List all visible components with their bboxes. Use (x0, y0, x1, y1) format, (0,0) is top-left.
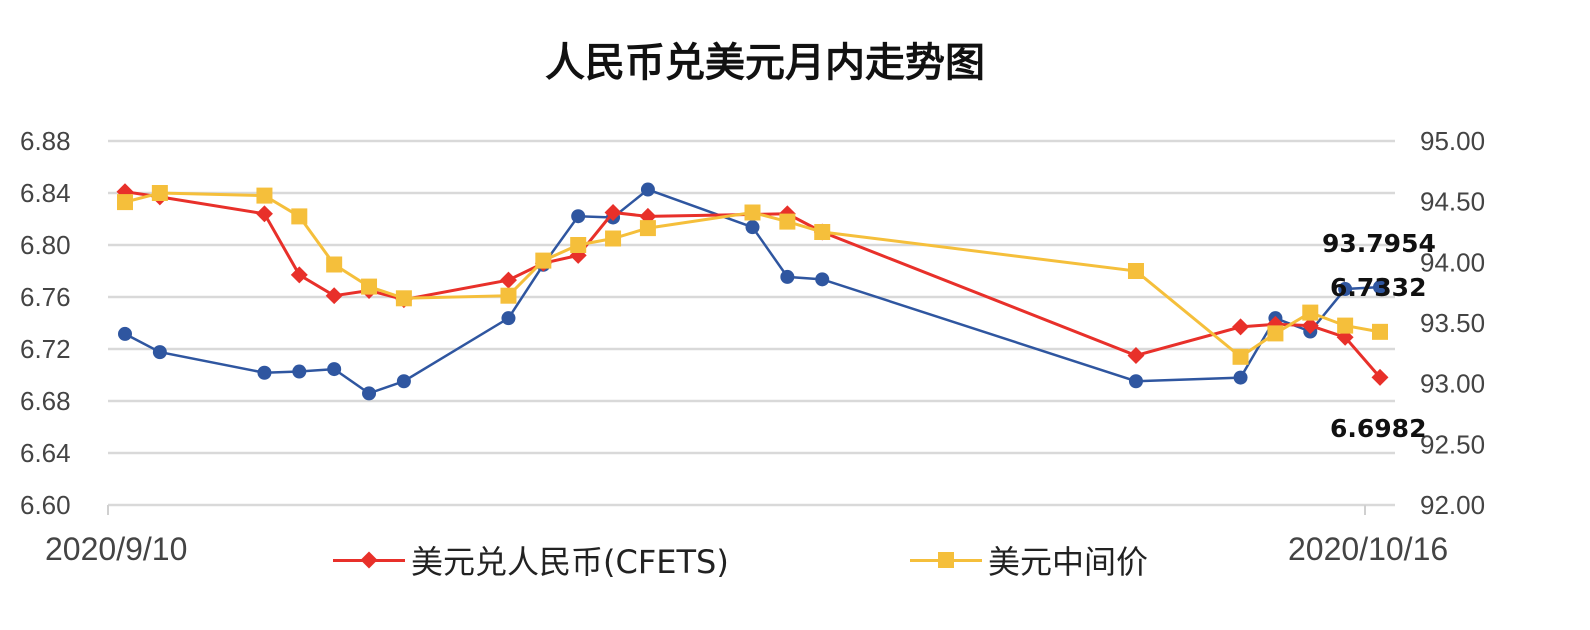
left-tick-label: 6.68 (20, 386, 71, 416)
right-y-axis: 95.00 94.50 94.00 93.50 93.00 92.50 92.00 (1420, 126, 1485, 520)
data-point[interactable] (1373, 280, 1387, 295)
data-point[interactable] (361, 278, 378, 295)
data-labels: 93.7954 6.7332 6.6982 (1322, 229, 1436, 443)
data-point[interactable] (292, 364, 307, 379)
right-tick-label: 94.50 (1420, 187, 1485, 217)
x-tick-label: 2020/10/16 (1288, 531, 1448, 567)
data-point[interactable] (1127, 263, 1144, 279)
data-point[interactable] (814, 224, 831, 240)
data-point[interactable] (571, 209, 586, 224)
data-point[interactable] (290, 266, 308, 284)
data-point[interactable] (325, 287, 343, 305)
series-group (116, 182, 1389, 401)
data-point[interactable] (1337, 317, 1354, 334)
data-point[interactable] (535, 252, 552, 269)
data-point[interactable] (151, 185, 168, 201)
data-point[interactable] (1232, 348, 1249, 365)
left-y-axis: 6.88 6.84 6.80 6.76 6.72 6.68 6.64 6.60 (20, 126, 71, 520)
data-point[interactable] (744, 204, 761, 221)
data-point[interactable] (117, 194, 133, 211)
data-point[interactable] (396, 374, 411, 389)
legend-label: 美元兑人民币(CFETS) (411, 543, 729, 581)
label-blue-last: 93.7954 (1322, 229, 1436, 258)
left-tick-label: 6.88 (20, 126, 71, 156)
data-point[interactable] (257, 365, 272, 380)
right-tick-label: 93.50 (1420, 308, 1485, 338)
data-point[interactable] (1338, 282, 1353, 297)
right-tick-label: 94.00 (1420, 247, 1485, 277)
right-tick-label: 92.00 (1420, 490, 1485, 520)
legend-item-cfets[interactable]: 美元兑人民币(CFETS) (333, 535, 729, 585)
left-tick-label: 6.80 (20, 230, 71, 260)
legend-item-midprice[interactable]: 美元中间价 (910, 535, 1148, 585)
left-tick-label: 6.64 (20, 438, 71, 468)
data-point[interactable] (1128, 374, 1143, 389)
data-point[interactable] (1302, 304, 1319, 321)
data-point[interactable] (327, 362, 342, 377)
x-tick-label: 2020/9/10 (45, 531, 187, 567)
left-tick-label: 6.84 (20, 178, 71, 208)
series-midprice (117, 185, 1388, 365)
data-point[interactable] (604, 204, 622, 221)
left-tick-label: 6.60 (20, 490, 71, 520)
x-axis: 2020/9/10 2020/10/16 (45, 505, 1448, 567)
data-point[interactable] (815, 272, 830, 287)
data-point[interactable] (500, 287, 517, 304)
data-point[interactable] (395, 290, 412, 307)
diamond-marker-icon (333, 545, 405, 575)
right-tick-label: 95.00 (1420, 126, 1485, 156)
data-point[interactable] (118, 326, 132, 341)
gridlines (108, 139, 1395, 507)
data-point[interactable] (780, 269, 795, 284)
square-marker-icon (910, 545, 982, 575)
label-red-last: 6.6982 (1330, 414, 1426, 443)
data-point[interactable] (1372, 323, 1388, 340)
data-point[interactable] (326, 256, 343, 273)
data-point[interactable] (152, 345, 167, 360)
data-point[interactable] (1267, 325, 1284, 342)
data-point[interactable] (640, 182, 655, 197)
right-tick-label: 93.00 (1420, 369, 1485, 399)
label-yellow-last: 6.7332 (1330, 273, 1426, 302)
data-point[interactable] (499, 271, 517, 289)
data-point[interactable] (291, 208, 308, 225)
data-point[interactable] (570, 237, 587, 253)
data-point[interactable] (779, 213, 796, 230)
legend-label: 美元中间价 (988, 543, 1149, 581)
left-tick-label: 6.76 (20, 282, 71, 312)
data-point[interactable] (362, 386, 377, 401)
data-point[interactable] (501, 311, 516, 326)
chart-title: 人民币兑美元月内走势图 (545, 40, 985, 86)
data-point[interactable] (255, 205, 273, 223)
data-point[interactable] (1233, 370, 1248, 385)
data-point[interactable] (745, 220, 760, 235)
data-point[interactable] (256, 187, 273, 204)
data-point[interactable] (1232, 318, 1250, 336)
right-tick-label: 92.50 (1420, 429, 1485, 459)
left-tick-label: 6.72 (20, 334, 71, 364)
data-point[interactable] (639, 220, 656, 237)
data-point[interactable] (605, 230, 622, 247)
